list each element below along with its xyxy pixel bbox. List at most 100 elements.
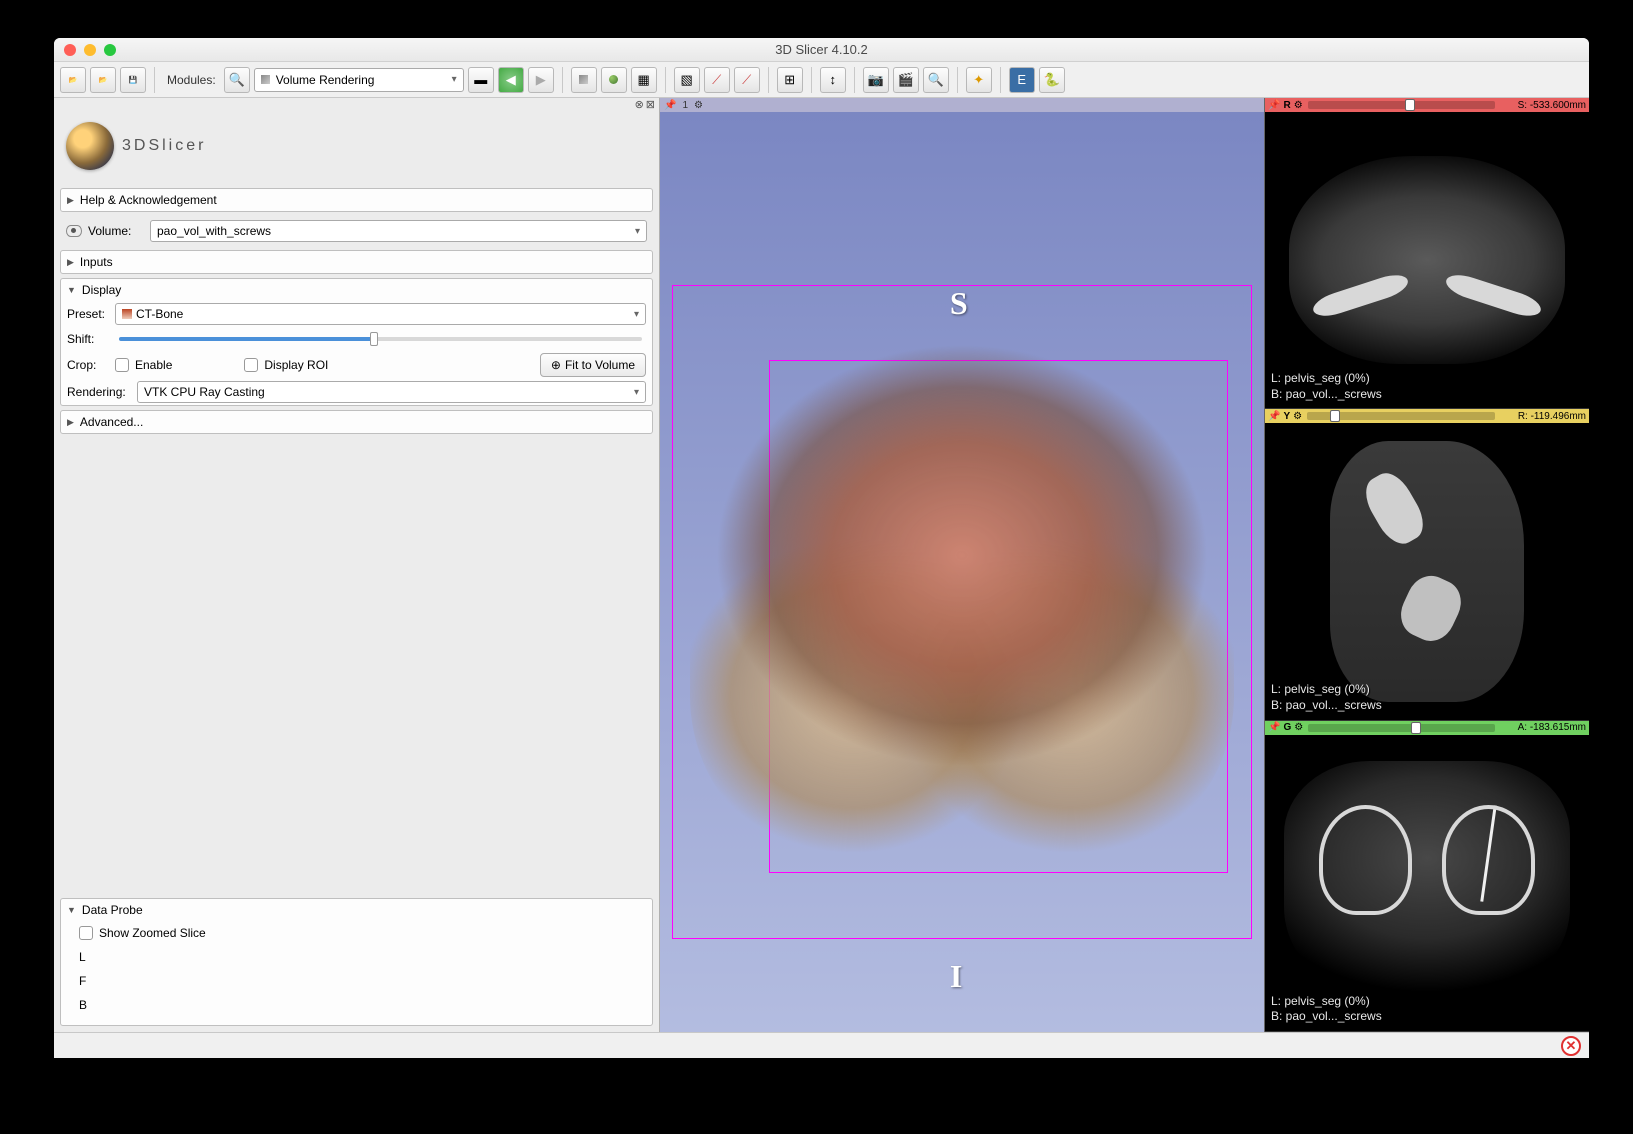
screenshot-button[interactable]: 📷: [863, 67, 889, 93]
green-slice-view[interactable]: 📌 G ⚙ A: -183.615mm L: pelvis_seg (0%) B…: [1265, 721, 1589, 1032]
models-button[interactable]: [601, 67, 627, 93]
red-slice-view[interactable]: 📌 R ⚙ S: -533.600mm L: pelvis_seg (0%) B…: [1265, 98, 1589, 409]
visibility-toggle-icon[interactable]: [66, 225, 82, 237]
mouse-mode-button[interactable]: ▧: [674, 67, 700, 93]
python-console-button[interactable]: 🐍: [1039, 67, 1065, 93]
overlay-L: L: pelvis_seg (0%): [1271, 682, 1382, 698]
3d-view[interactable]: 📌 1 ⚙ S I: [660, 98, 1265, 1032]
probe-B: B: [79, 998, 87, 1012]
panel-controls: ⊗ ⊠: [54, 98, 659, 114]
crop-enable-checkbox[interactable]: [115, 358, 129, 372]
volume-selector[interactable]: pao_vol_with_screws: [150, 220, 647, 242]
scene-view-button[interactable]: 🎬: [893, 67, 919, 93]
views-area: 📌 1 ⚙ S I 📌 R ⚙ S: -533.600mm: [660, 98, 1589, 1032]
slice-letter: R: [1283, 100, 1290, 111]
logo-row: 3DSlicer: [54, 114, 659, 186]
inputs-section[interactable]: ▶Inputs: [60, 250, 653, 274]
pin-icon[interactable]: 📌: [1268, 100, 1280, 111]
layout-grid-button[interactable]: ▦: [631, 67, 657, 93]
nav-forward-button[interactable]: ▶: [528, 67, 554, 93]
volume-render-placeholder: [690, 303, 1234, 863]
module-panel: ⊗ ⊠ 3DSlicer ▶Help & Acknowledgement Vol…: [54, 98, 660, 1032]
screw-placeholder: [1480, 805, 1496, 902]
fit-to-volume-button[interactable]: ⊕Fit to Volume: [540, 353, 646, 377]
advanced-section[interactable]: ▶ Advanced...: [60, 410, 653, 434]
green-slice-body[interactable]: L: pelvis_seg (0%) B: pao_vol..._screws: [1265, 735, 1589, 1031]
crosshair-toggle-button[interactable]: ✦: [966, 67, 992, 93]
ruler-button[interactable]: ⟋: [704, 67, 730, 93]
pin-icon[interactable]: 📌: [1268, 411, 1280, 422]
gear-icon[interactable]: ⚙: [1294, 722, 1303, 733]
angle-button[interactable]: ⟋: [734, 67, 760, 93]
green-slice-slider[interactable]: [1308, 724, 1495, 732]
slider-thumb-icon[interactable]: [370, 332, 378, 346]
fit-label: Fit to Volume: [565, 358, 635, 372]
collapse-icon: ▶: [67, 417, 74, 428]
red-slice-body[interactable]: L: pelvis_seg (0%) B: pao_vol..._screws: [1265, 112, 1589, 408]
minimize-icon[interactable]: [84, 44, 96, 56]
yellow-slice-view[interactable]: 📌 Y ⚙ R: -119.496mm L: pelvis_seg (0%) B…: [1265, 409, 1589, 720]
axis-button[interactable]: ↕: [820, 67, 846, 93]
shift-slider[interactable]: [119, 337, 642, 341]
red-slice-value: S: -533.600mm: [1500, 100, 1586, 111]
close-icon[interactable]: [64, 44, 76, 56]
module-selector[interactable]: Volume Rendering: [254, 68, 464, 92]
zoom-icon[interactable]: [104, 44, 116, 56]
gear-icon[interactable]: ⚙: [694, 100, 703, 111]
yellow-slice-slider[interactable]: [1307, 412, 1495, 420]
gear-icon[interactable]: ⚙: [1293, 411, 1302, 422]
extension-manager-button[interactable]: E: [1009, 67, 1035, 93]
preset-selector[interactable]: CT-Bone: [115, 303, 646, 325]
crop-label: Crop:: [67, 358, 109, 372]
slider-thumb-icon[interactable]: [1405, 99, 1415, 111]
rendering-selector[interactable]: VTK CPU Ray Casting: [137, 381, 646, 403]
slider-thumb-icon[interactable]: [1411, 722, 1421, 734]
data-probe-section: ▼Data Probe Show Zoomed Slice L F B: [60, 898, 653, 1026]
yellow-slice-body[interactable]: L: pelvis_seg (0%) B: pao_vol..._screws: [1265, 423, 1589, 719]
slider-thumb-icon[interactable]: [1330, 410, 1340, 422]
display-header[interactable]: ▼Display: [61, 279, 652, 301]
record-button[interactable]: 🔍: [923, 67, 949, 93]
advanced-label: Advanced...: [80, 415, 143, 429]
pin-icon[interactable]: 📌: [664, 100, 676, 111]
display-roi-checkbox[interactable]: [244, 358, 258, 372]
error-icon[interactable]: ✕: [1561, 1036, 1581, 1056]
cube-icon: [579, 75, 588, 84]
green-slice-value: A: -183.615mm: [1500, 722, 1586, 733]
red-slice-bar: 📌 R ⚙ S: -533.600mm: [1265, 98, 1589, 112]
layout-button[interactable]: [571, 67, 597, 93]
crop-enable-label: Enable: [135, 358, 172, 372]
titlebar: 3D Slicer 4.10.2: [54, 38, 1589, 62]
rendering-value: VTK CPU Ray Casting: [144, 385, 265, 399]
crosshair-button[interactable]: ⊞: [777, 67, 803, 93]
panel-close-icon[interactable]: ⊠: [646, 98, 655, 114]
data-button[interactable]: 📂: [60, 67, 86, 93]
sphere-icon: [609, 75, 618, 84]
help-section[interactable]: ▶Help & Acknowledgement: [60, 188, 653, 212]
modules-label: Modules:: [167, 73, 216, 87]
nav-back-button[interactable]: ◀: [498, 67, 524, 93]
panel-undock-icon[interactable]: ⊗: [635, 98, 644, 114]
separator: [811, 67, 812, 93]
ct-axial-placeholder: [1289, 156, 1564, 363]
display-roi-label: Display ROI: [264, 358, 328, 372]
dcm-button[interactable]: 📂: [90, 67, 116, 93]
module-selected-label: Volume Rendering: [276, 73, 375, 87]
module-search-icon[interactable]: 🔍: [224, 67, 250, 93]
inputs-label: Inputs: [80, 255, 113, 269]
overlay-B: B: pao_vol..._screws: [1271, 698, 1382, 714]
separator: [768, 67, 769, 93]
save-button[interactable]: 💾: [120, 67, 146, 93]
probe-F: F: [79, 974, 86, 988]
show-zoomed-label: Show Zoomed Slice: [99, 926, 206, 940]
module-history-button[interactable]: ▬: [468, 67, 494, 93]
red-slice-slider[interactable]: [1308, 101, 1495, 109]
data-probe-header[interactable]: ▼Data Probe: [61, 899, 652, 921]
gear-icon[interactable]: ⚙: [1294, 100, 1303, 111]
show-zoomed-checkbox[interactable]: [79, 926, 93, 940]
rendering-label: Rendering:: [67, 385, 131, 399]
ct-coronal-placeholder: [1284, 761, 1569, 1004]
help-label: Help & Acknowledgement: [80, 193, 217, 207]
main-toolbar: 📂 📂 💾 Modules: 🔍 Volume Rendering ▬ ◀ ▶ …: [54, 62, 1589, 98]
pin-icon[interactable]: 📌: [1268, 722, 1280, 733]
